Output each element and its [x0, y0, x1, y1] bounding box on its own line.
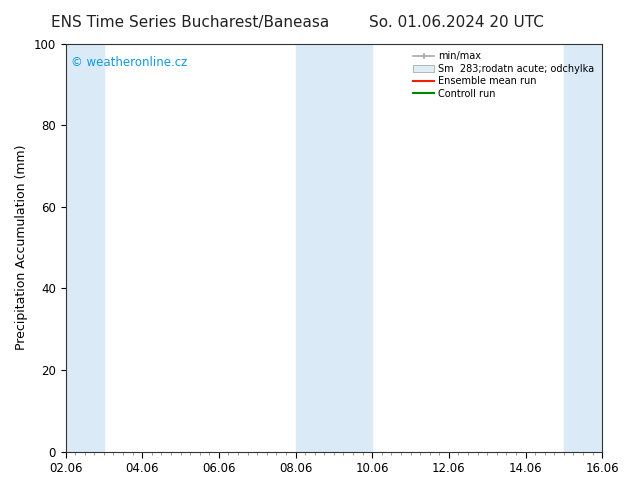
- Bar: [564, 44, 602, 452]
- Text: ENS Time Series Bucharest/Baneasa: ENS Time Series Bucharest/Baneasa: [51, 15, 329, 30]
- Bar: [65, 44, 104, 452]
- Y-axis label: Precipitation Accumulation (mm): Precipitation Accumulation (mm): [15, 145, 28, 350]
- Bar: [295, 44, 372, 452]
- Text: So. 01.06.2024 20 UTC: So. 01.06.2024 20 UTC: [369, 15, 544, 30]
- Legend: min/max, Sm  283;rodatn acute; odchylka, Ensemble mean run, Controll run: min/max, Sm 283;rodatn acute; odchylka, …: [410, 49, 597, 101]
- Text: © weatheronline.cz: © weatheronline.cz: [71, 56, 187, 69]
